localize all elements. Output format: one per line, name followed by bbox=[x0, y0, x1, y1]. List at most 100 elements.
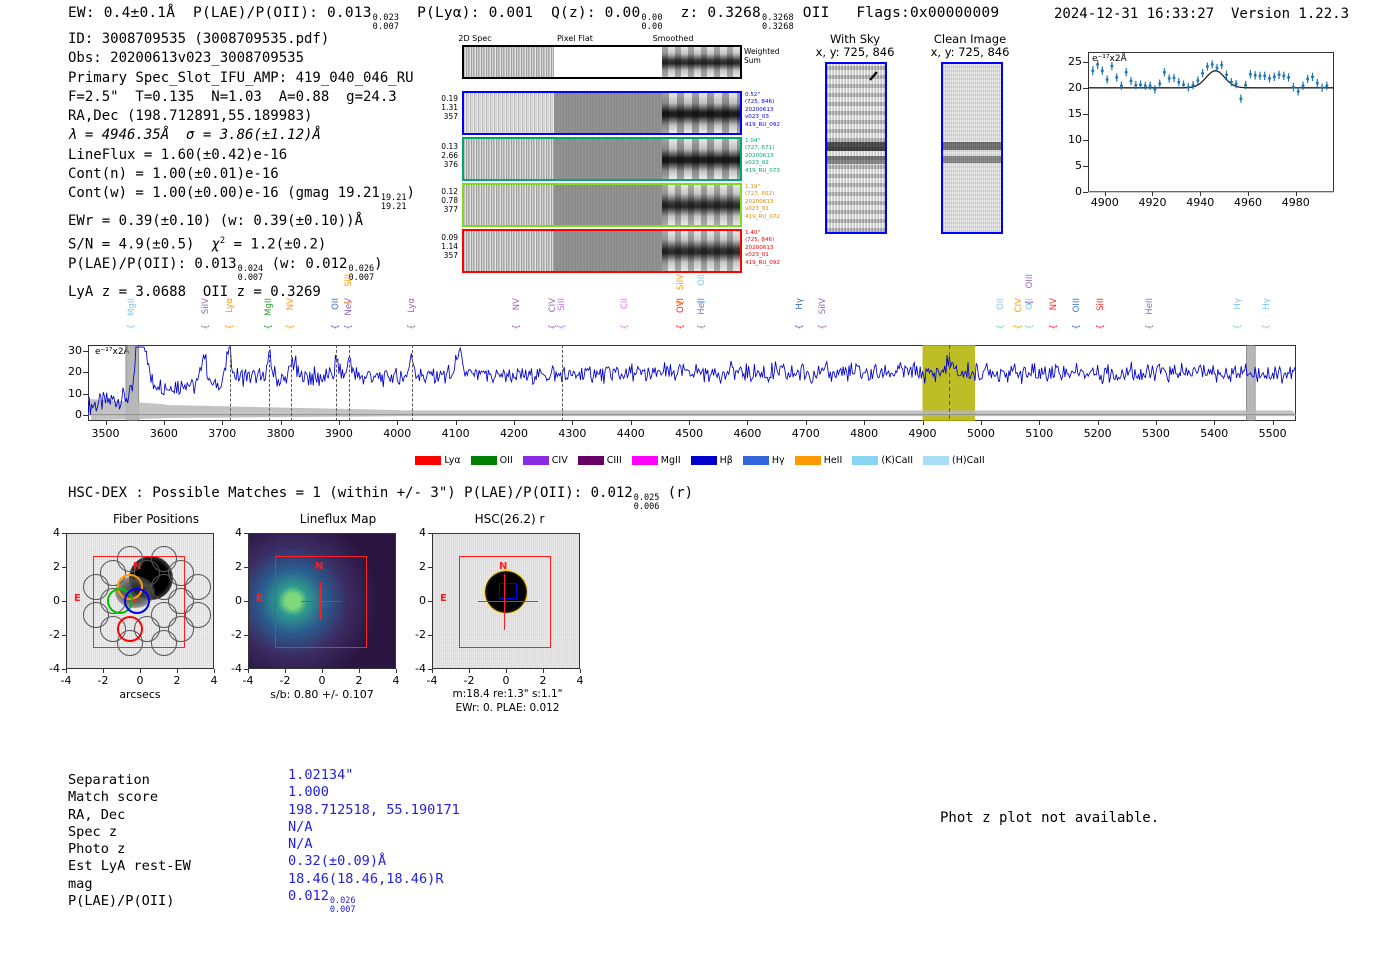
zoom-plot-flux-units: e⁻¹⁷x2Å bbox=[1092, 54, 1127, 64]
spectrum-xtick: 5300 bbox=[1141, 427, 1170, 440]
2d-spec-panel: 2D Spec Pixel Flat Smoothed Weighted Sum… bbox=[430, 34, 780, 273]
emission-line-label: OIII bbox=[1025, 274, 1036, 289]
zoom-xtick: 4920 bbox=[1138, 196, 1167, 209]
timestamp-version: 2024-12-31 16:33:27 Version 1.22.3 bbox=[1054, 6, 1350, 22]
spectrum-xtick: 4800 bbox=[850, 427, 879, 440]
emission-line-brace: { bbox=[407, 324, 418, 330]
spectrum-xtick-mark bbox=[1214, 421, 1216, 425]
key-radec: RA, Dec bbox=[68, 806, 126, 823]
key-mag: mag bbox=[68, 875, 93, 892]
spectrum-ytick: 10 bbox=[68, 386, 82, 400]
panel-ytick-mark bbox=[244, 567, 248, 568]
emission-line-brace: { bbox=[200, 324, 211, 330]
panel-xtick: 2 bbox=[355, 674, 363, 687]
emission-line-brace: { bbox=[696, 324, 707, 330]
spectrum-xtick: 5400 bbox=[1200, 427, 1229, 440]
emission-line-label: OII bbox=[696, 274, 707, 286]
emission-line-label: Lyα bbox=[407, 298, 418, 313]
panel-ytick: -2 bbox=[231, 628, 242, 641]
compass-e: E bbox=[256, 593, 263, 604]
panel-xtick: 2 bbox=[539, 674, 547, 687]
emission-line-brace: { bbox=[1232, 324, 1243, 330]
emission-line-brace: { bbox=[225, 324, 236, 330]
legend-swatch bbox=[794, 456, 821, 465]
hsc-plot-xlabel: m:18.4 re:1.3" s:1.1" bbox=[452, 688, 563, 700]
legend-swatch bbox=[470, 456, 497, 465]
panel-ytick-mark bbox=[62, 635, 66, 636]
spectrum-xtick-mark bbox=[1155, 421, 1157, 425]
zoom-ytick: 25 bbox=[1068, 55, 1082, 69]
panel-xtick-mark bbox=[469, 669, 470, 673]
emission-line-brace: { bbox=[1013, 324, 1024, 330]
spectrum-xtick-mark bbox=[689, 421, 691, 425]
panel-ytick: 2 bbox=[235, 560, 242, 573]
emission-line-brace: { bbox=[1048, 324, 1059, 330]
emission-line-labels: MgII{SiIV{Lyα{MgII{NV{OII{NeV{SiII{Lyα{N… bbox=[0, 270, 1400, 345]
emission-line-label: OII bbox=[996, 298, 1007, 310]
fiber-row-0-strip bbox=[462, 91, 742, 135]
panel-xtick-mark bbox=[359, 669, 360, 673]
with-sky-title: With Sky x, y: 725, 846 bbox=[815, 32, 895, 59]
panel-ytick: 0 bbox=[53, 594, 60, 607]
val-match-score: 1.000 bbox=[288, 784, 329, 801]
emission-line-marker bbox=[291, 345, 293, 421]
panel-ytick: -4 bbox=[49, 662, 60, 675]
legend-swatch bbox=[742, 456, 769, 465]
panel-xtick-mark bbox=[285, 669, 286, 673]
legend-swatch bbox=[923, 456, 950, 465]
legend-label: HeII bbox=[820, 455, 843, 466]
zoom-ytick-mark bbox=[1083, 62, 1088, 64]
zoom-xtick-mark bbox=[1295, 192, 1297, 196]
hsc-plot-sublabel: EWr: 0. PLAE: 0.012 bbox=[455, 702, 560, 714]
emission-line-brace: { bbox=[676, 324, 687, 330]
weighted-sum-strip bbox=[462, 45, 742, 79]
spectrum-xtick-mark bbox=[222, 421, 224, 425]
emission-line-label: NV bbox=[511, 298, 522, 311]
emission-line-brace: { bbox=[1095, 324, 1106, 330]
panel-ytick: 2 bbox=[419, 560, 426, 573]
panel-xtick-mark bbox=[214, 669, 215, 673]
panel-ytick: -4 bbox=[231, 662, 242, 675]
panel-xtick-mark bbox=[103, 669, 104, 673]
emission-line-brace: { bbox=[127, 324, 138, 330]
spectrum-xtick: 3900 bbox=[324, 427, 353, 440]
panel-xtick: 4 bbox=[576, 674, 584, 687]
spectrum-xtick-mark bbox=[1272, 421, 1274, 425]
legend-entry: (H)CaII bbox=[923, 455, 985, 466]
zoom-xtick: 4960 bbox=[1234, 196, 1263, 209]
photoz-unavailable-message: Phot z plot not available. bbox=[940, 810, 1160, 826]
info-redshifts: LyA z = 3.0688 OII z = 0.3269 bbox=[68, 283, 321, 300]
zoom-xtick: 4980 bbox=[1281, 196, 1310, 209]
hsc-dex-title: HSC-DEX : Possible Matches = 1 (within +… bbox=[68, 485, 694, 512]
crosshair-v bbox=[320, 582, 322, 620]
spectrum-xtick-mark bbox=[864, 421, 866, 425]
header-qz-label: Q(z): 0.00 bbox=[551, 5, 641, 21]
compass-n: N bbox=[499, 561, 508, 572]
emission-line-brace: { bbox=[1025, 324, 1036, 330]
info-sn-chi2: S/N = 4.9(±0.5) χ2 = 1.2(±0.2) bbox=[68, 235, 327, 253]
emission-line-brace: { bbox=[696, 300, 707, 306]
emission-line-brace: { bbox=[818, 324, 829, 330]
emission-line-brace: { bbox=[1025, 300, 1036, 306]
fiber-row-3-nums: 0.09 1.14 357 bbox=[441, 233, 458, 260]
info-lineflux: LineFlux = 1.60(±0.42)e-16 bbox=[68, 146, 288, 163]
panel-xtick-mark bbox=[543, 669, 544, 673]
col-header-smoothed: Smoothed bbox=[652, 34, 694, 43]
clean-image bbox=[941, 62, 1003, 234]
panel-xtick-mark bbox=[580, 669, 581, 673]
panel-xtick: 4 bbox=[392, 674, 400, 687]
panel-xtick: -4 bbox=[242, 674, 254, 687]
spectrum-trace bbox=[88, 345, 1296, 421]
info-id: ID: 3008709535 (3008709535.pdf) bbox=[68, 31, 330, 47]
emission-line-label: SiIV bbox=[818, 298, 829, 315]
col-header-2dspec: 2D Spec bbox=[458, 34, 492, 43]
spectrum-xtick-mark bbox=[1097, 421, 1099, 425]
panel-xtick: -4 bbox=[426, 674, 438, 687]
panel-ytick: 2 bbox=[53, 560, 60, 573]
legend-swatch bbox=[852, 456, 879, 465]
panel-ytick: -4 bbox=[415, 662, 426, 675]
spectrum-xtick-mark bbox=[805, 421, 807, 425]
panel-ytick: -2 bbox=[415, 628, 426, 641]
panel-ytick: 4 bbox=[53, 526, 60, 539]
crosshair-v bbox=[504, 574, 506, 630]
